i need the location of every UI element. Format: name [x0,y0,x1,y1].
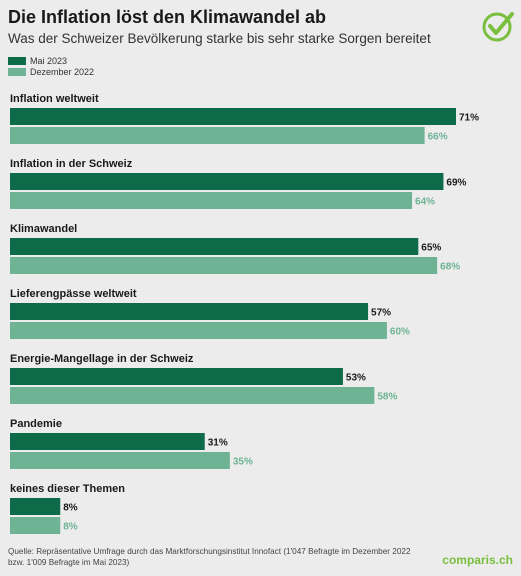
bar-keines-dieser-themen-mai-2023 [10,498,61,515]
value-label-inflation-weltweit-mai-2023: 71% [459,113,479,124]
value-label-inflation-weltweit-dezember-2022: 66% [428,132,448,143]
value-label-lieferengpasse-weltweit-mai-2023: 57% [371,308,391,319]
chart-legend: Mai 2023 Dezember 2022 [8,55,94,77]
value-label-inflation-in-der-schweiz-mai-2023: 69% [446,178,466,189]
value-label-energie-mangellage-in-der-schweiz-dezember-2022: 58% [377,392,397,403]
legend-item-dezember-2022: Dezember 2022 [8,66,94,77]
bar-energie-mangellage-in-der-schweiz-dezember-2022 [10,387,375,404]
value-label-pandemie-dezember-2022: 35% [233,457,253,468]
bar-keines-dieser-themen-dezember-2022 [10,517,61,534]
category-label-inflation-weltweit: Inflation weltweit [10,93,99,105]
category-label-klimawandel: Klimawandel [10,223,77,235]
comparis-check-icon [482,12,514,42]
value-label-inflation-in-der-schweiz-dezember-2022: 64% [415,197,435,208]
category-label-inflation-in-der-schweiz: Inflation in der Schweiz [10,158,133,170]
bar-chart: Inflation weltweit 71% 66% Inflation in der… [10,93,479,534]
legend-swatch-mai-2023 [8,56,26,65]
legend-label-mai-2023: Mai 2023 [30,55,68,66]
source-note: Quelle: Repräsentative Umfrage durch das… [8,547,411,567]
page-subtitle: Was der Schweizer Bevölkerung starke bis… [8,31,431,46]
bar-klimawandel-dezember-2022 [10,257,438,274]
bar-pandemie-mai-2023 [10,433,205,450]
bar-energie-mangellage-in-der-schweiz-mai-2023 [10,368,343,385]
brand-logo: comparis.ch [442,553,513,567]
value-label-keines-dieser-themen-mai-2023: 8% [63,503,78,514]
category-label-keines-dieser-themen: keines dieser Themen [10,483,125,495]
bar-pandemie-dezember-2022 [10,452,230,469]
value-label-klimawandel-mai-2023: 65% [421,243,441,254]
value-label-klimawandel-dezember-2022: 68% [440,262,460,273]
value-label-energie-mangellage-in-der-schweiz-mai-2023: 53% [346,373,366,384]
legend-item-mai-2023: Mai 2023 [8,55,94,66]
bar-inflation-in-der-schweiz-mai-2023 [10,173,444,190]
bar-lieferengpasse-weltweit-dezember-2022 [10,322,387,339]
category-label-lieferengpasse-weltweit: Lieferengpässe weltweit [10,288,137,300]
bar-inflation-in-der-schweiz-dezember-2022 [10,192,413,209]
value-label-keines-dieser-themen-dezember-2022: 8% [63,522,78,533]
value-label-pandemie-mai-2023: 31% [208,438,228,449]
legend-swatch-dezember-2022 [8,67,26,76]
category-label-pandemie: Pandemie [10,418,62,430]
page-title: Die Inflation löst den Klimawandel ab [8,7,327,27]
bar-inflation-weltweit-mai-2023 [10,108,456,125]
category-label-energie-mangellage-in-der-schweiz: Energie-Mangellage in der Schweiz [10,353,194,365]
bar-lieferengpasse-weltweit-mai-2023 [10,303,369,320]
value-label-lieferengpasse-weltweit-dezember-2022: 60% [390,327,410,338]
bar-klimawandel-mai-2023 [10,238,419,255]
bar-inflation-weltweit-dezember-2022 [10,127,425,144]
legend-label-dezember-2022: Dezember 2022 [30,66,95,77]
